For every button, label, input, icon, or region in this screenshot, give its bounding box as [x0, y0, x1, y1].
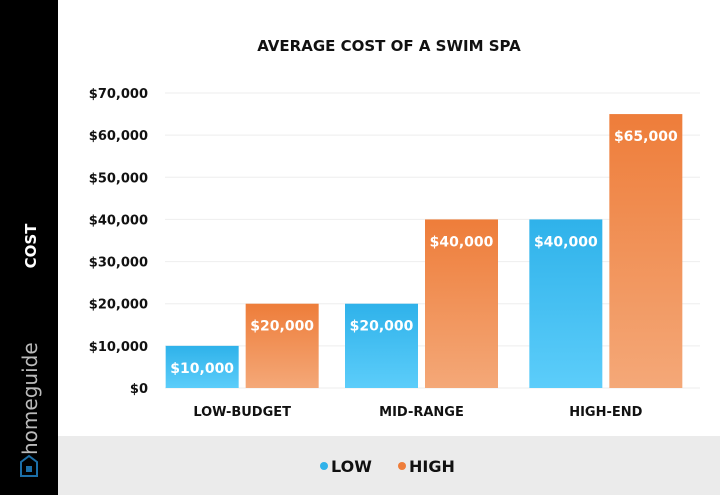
x-tick-label: HIGH-END [569, 405, 642, 420]
bar-high-low-budget [245, 303, 319, 388]
legend-band [58, 436, 720, 495]
home-icon [20, 454, 38, 477]
bar-value-label: $40,000 [534, 234, 598, 250]
legend-high-label: HIGH [409, 457, 455, 476]
bar-value-label: $20,000 [350, 319, 414, 335]
bar-value-label: $10,000 [170, 361, 234, 377]
sidebar [0, 0, 58, 495]
brand-logo-text: homeguide [18, 342, 42, 455]
bar-low-high-end [529, 219, 603, 388]
y-axis-label: COST [22, 223, 40, 269]
bar-low-mid-range [345, 303, 418, 388]
y-tick-label: $60,000 [89, 129, 148, 144]
y-tick-label: $10,000 [89, 340, 148, 355]
bar-value-label: $40,000 [430, 234, 494, 250]
bar-value-label: $20,000 [250, 319, 314, 335]
x-tick-label: MID-RANGE [379, 405, 464, 420]
x-tick-label: LOW-BUDGET [193, 405, 291, 420]
y-tick-label: $50,000 [89, 171, 148, 186]
y-tick-label: $40,000 [89, 213, 148, 228]
bar-high-mid-range [425, 219, 498, 388]
legend-high-dot [398, 462, 406, 470]
bar-high-high-end [609, 114, 683, 389]
legend-low-dot [320, 462, 328, 470]
y-tick-label: $0 [130, 382, 148, 397]
bar-value-label: $65,000 [614, 129, 678, 145]
y-tick-label: $70,000 [89, 87, 148, 102]
chart-title: AVERAGE COST OF A SWIM SPA [257, 37, 521, 55]
y-tick-label: $30,000 [89, 256, 148, 271]
y-tick-label: $20,000 [89, 298, 148, 313]
bar-low-low-budget [165, 345, 239, 388]
legend-low-label: LOW [331, 457, 372, 476]
legend: LOW HIGH [320, 457, 455, 476]
